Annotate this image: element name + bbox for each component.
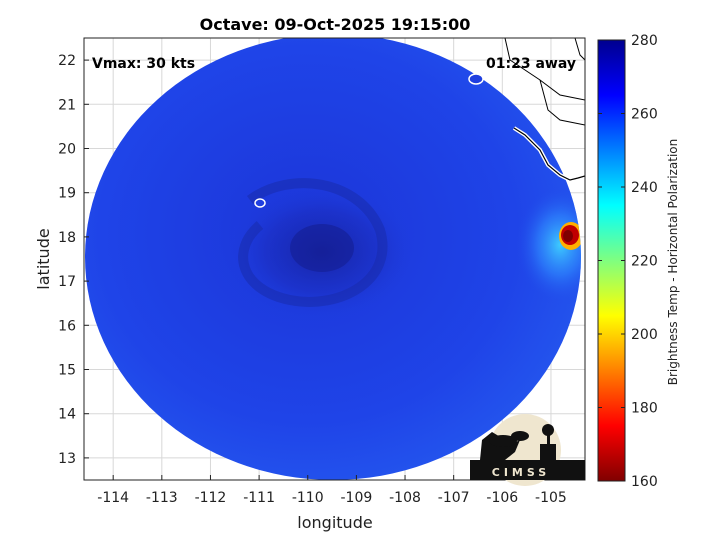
- colorbar-ticks: 160 180 200 220 240 260 280: [598, 33, 658, 490]
- colorbar-tick-label: 240: [631, 180, 658, 196]
- x-axis-label: longitude: [297, 513, 372, 532]
- colorbar-tick-label: 280: [631, 33, 658, 49]
- swath-layer: [85, 38, 585, 480]
- cimss-logo: CIMSS: [470, 414, 585, 486]
- y-tick-label: 20: [58, 142, 76, 158]
- chart-title: Octave: 09-Oct-2025 19:15:00: [200, 15, 471, 34]
- warm-region: [515, 185, 581, 305]
- colorbar: [597, 39, 626, 482]
- y-tick-label: 18: [58, 230, 76, 246]
- colorbar-tick-label: 180: [631, 401, 658, 417]
- land-border: [504, 38, 585, 126]
- cold-cloud-core: [563, 230, 573, 242]
- x-axis-ticks: -114 -113 -112 -111 -110 -109 -108 -107 -106 -105: [97, 475, 567, 506]
- x-tick-label: -110: [292, 490, 324, 506]
- cimss-logo-text: CIMSS: [492, 466, 550, 479]
- island-clarion: [254, 198, 266, 208]
- y-tick-label: 16: [58, 318, 76, 334]
- y-tick-label: 14: [58, 407, 76, 423]
- x-tick-label: -107: [438, 490, 470, 506]
- x-tick-label: -113: [146, 490, 178, 506]
- colorbar-tick-label: 260: [631, 107, 658, 123]
- coastline: [513, 127, 585, 181]
- island-socorro: [468, 73, 484, 85]
- plot-frame: [83, 37, 586, 481]
- y-axis-ticks: 13 14 15 16 17 18 19 20 21 22: [58, 53, 89, 467]
- colorbar-label: Brightness Temp - Horizontal Polarizatio…: [666, 139, 680, 386]
- x-tick-label: -111: [243, 490, 275, 506]
- colorbar-tick-label: 220: [631, 254, 658, 270]
- x-tick-label: -112: [195, 490, 227, 506]
- time-away-annotation: 01:23 away: [486, 56, 576, 72]
- x-tick-label: -105: [535, 490, 567, 506]
- y-tick-label: 21: [58, 97, 76, 113]
- x-tick-label: -114: [97, 490, 129, 506]
- colorbar-tick-label: 200: [631, 327, 658, 343]
- y-tick-label: 19: [58, 186, 76, 202]
- y-tick-label: 13: [58, 451, 76, 467]
- storm-spiral-band: [238, 178, 388, 307]
- storm-core: [290, 224, 354, 272]
- x-tick-label: -106: [486, 490, 518, 506]
- colorbar-tick-label: 160: [631, 474, 658, 490]
- x-tick-label: -109: [340, 490, 372, 506]
- y-tick-label: 22: [58, 53, 76, 69]
- y-tick-label: 15: [58, 363, 76, 379]
- y-axis-label: latitude: [34, 228, 53, 289]
- x-tick-label: -108: [389, 490, 421, 506]
- y-tick-label: 17: [58, 274, 76, 290]
- vmax-annotation: Vmax: 30 kts: [92, 56, 195, 72]
